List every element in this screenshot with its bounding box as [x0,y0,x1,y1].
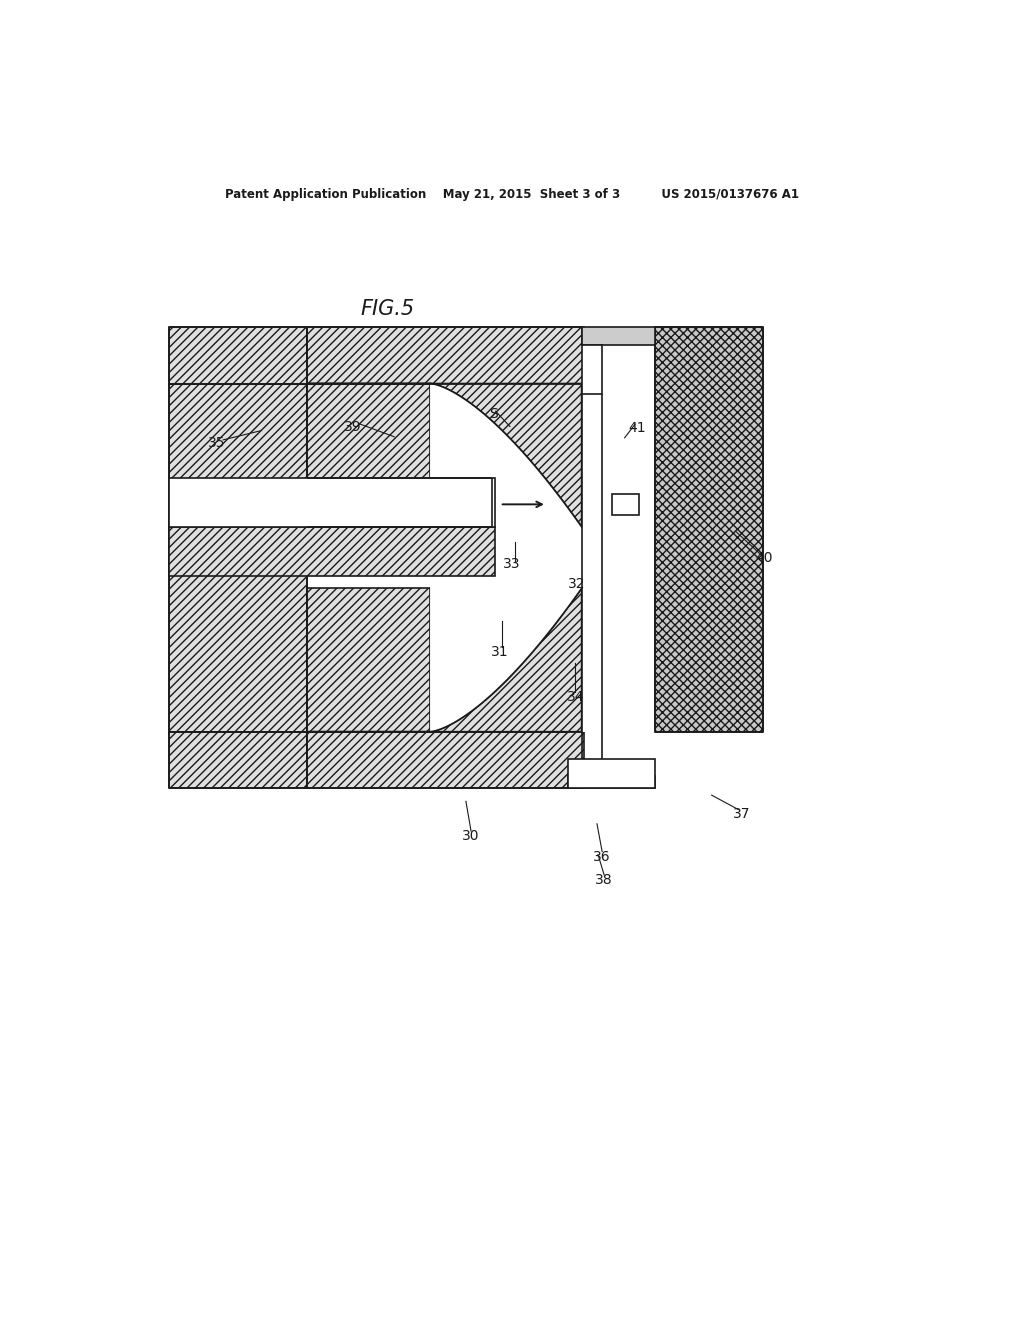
Polygon shape [430,384,582,731]
Bar [307,384,430,527]
Polygon shape [307,589,582,731]
Bar [582,384,602,731]
Text: 36: 36 [593,850,611,863]
Bar [169,478,495,527]
Text: 31: 31 [490,644,509,659]
Text: 39: 39 [343,420,361,433]
Bar [169,527,495,576]
Bar [568,776,655,788]
Bar [582,327,655,345]
Bar [307,731,584,788]
Text: 41: 41 [628,421,646,434]
Bar [655,327,763,731]
Bar [169,384,307,731]
Text: 37: 37 [732,807,751,821]
Bar [568,759,655,788]
Text: 33: 33 [503,557,521,570]
Text: S: S [489,408,498,421]
Text: 32: 32 [567,577,586,591]
Text: 38: 38 [595,873,613,887]
Text: 30: 30 [462,829,480,843]
Text: 40: 40 [755,550,773,565]
Bar [307,589,430,731]
Text: FIG.5: FIG.5 [360,298,414,318]
Bar [307,327,584,384]
Text: 34: 34 [566,690,585,704]
Bar [169,327,307,384]
Bar [169,731,307,788]
Bar [582,345,602,393]
Text: Patent Application Publication    May 21, 2015  Sheet 3 of 3          US 2015/01: Patent Application Publication May 21, 2… [225,187,799,201]
Polygon shape [307,384,582,527]
Bar [612,494,639,515]
Text: 35: 35 [208,436,226,450]
